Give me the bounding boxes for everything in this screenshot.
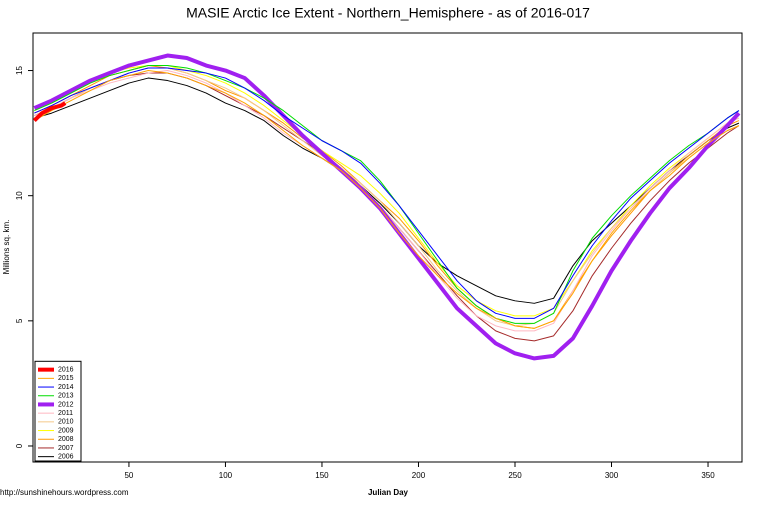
series-line	[34, 65, 740, 324]
source-label: http://sunshinehours.wordpress.com	[0, 488, 129, 497]
legend-label: 2009	[58, 427, 74, 434]
legend-label: 2015	[58, 375, 74, 382]
x-tick-label: 200	[412, 471, 426, 480]
legend-label: 2012	[58, 401, 74, 408]
series-line	[34, 77, 740, 304]
plot-frame	[32, 32, 743, 463]
chart-title: MASIE Arctic Ice Extent - Northern_Hemis…	[186, 5, 590, 21]
legend-label: 2010	[58, 419, 74, 426]
legend-label: 2007	[58, 445, 74, 452]
legend-label: 2013	[58, 393, 74, 400]
x-axis-label: Julian Day	[368, 488, 409, 497]
x-tick-label: 250	[508, 471, 522, 480]
y-tick-label: 15	[15, 66, 24, 75]
legend-label: 2016	[58, 366, 74, 373]
series-line	[34, 67, 740, 327]
series-line	[32, 101, 67, 123]
legend-label: 2011	[58, 410, 73, 417]
series-line	[34, 65, 740, 329]
x-tick-label: 150	[315, 471, 329, 480]
y-tick-label: 0	[15, 443, 24, 448]
y-axis-label: Millions sq. km.	[2, 220, 11, 275]
y-tick-label: 10	[15, 191, 24, 200]
legend-label: 2008	[58, 436, 74, 443]
x-tick-label: 100	[219, 471, 233, 480]
series-line	[34, 70, 740, 329]
x-tick-label: 50	[124, 471, 133, 480]
x-tick-label: 350	[701, 471, 715, 480]
x-tick-label: 300	[605, 471, 619, 480]
legend-label: 2014	[58, 384, 74, 391]
series-line	[34, 70, 740, 332]
legend-label: 2006	[58, 453, 74, 460]
series-line	[34, 67, 740, 319]
y-tick-label: 5	[15, 318, 24, 323]
